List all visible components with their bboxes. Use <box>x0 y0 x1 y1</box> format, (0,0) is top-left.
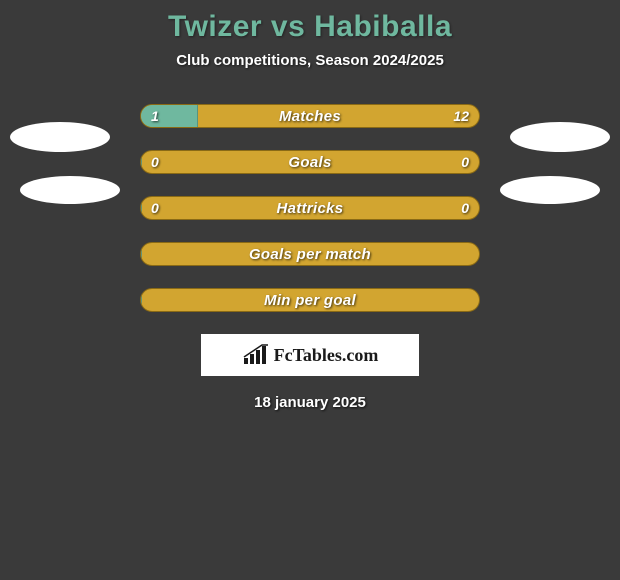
subtitle: Club competitions, Season 2024/2025 <box>0 52 620 69</box>
stat-bar-goals-per-match: Goals per match <box>140 242 480 266</box>
chart-icon <box>242 344 270 366</box>
comparison-card: Twizer vs Habiballa Club competitions, S… <box>0 0 620 411</box>
team-badge-left-2 <box>20 176 120 204</box>
stat-value-right: 0 <box>461 197 469 219</box>
date-label: 18 january 2025 <box>0 394 620 411</box>
stat-bars: 1 Matches 12 0 Goals 0 0 Hattricks 0 Goa… <box>140 104 480 312</box>
brand-text: FcTables.com <box>274 345 379 366</box>
stat-bar-hattricks: 0 Hattricks 0 <box>140 196 480 220</box>
brand-box: FcTables.com <box>201 334 419 376</box>
stat-value-right: 0 <box>461 151 469 173</box>
page-title: Twizer vs Habiballa <box>0 10 620 44</box>
team-badge-left-1 <box>10 122 110 152</box>
team-badge-right-1 <box>510 122 610 152</box>
stat-bar-goals: 0 Goals 0 <box>140 150 480 174</box>
stat-label: Goals <box>141 151 479 173</box>
stat-label: Min per goal <box>141 289 479 311</box>
stat-bar-min-per-goal: Min per goal <box>140 288 480 312</box>
stat-label: Hattricks <box>141 197 479 219</box>
stat-bar-matches: 1 Matches 12 <box>140 104 480 128</box>
stat-label: Goals per match <box>141 243 479 265</box>
team-badge-right-2 <box>500 176 600 204</box>
stat-label: Matches <box>141 105 479 127</box>
stat-value-right: 12 <box>453 105 469 127</box>
